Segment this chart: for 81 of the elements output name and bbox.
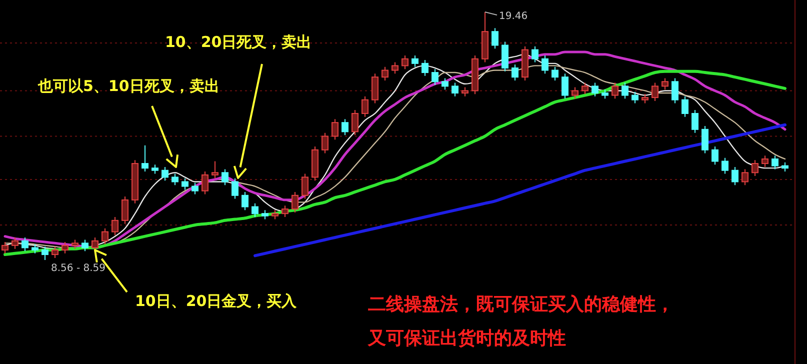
candlestick [152,164,158,174]
candlestick [632,91,638,104]
candlestick [72,239,78,250]
candlestick [82,239,88,252]
candlestick [232,178,238,200]
text: 二线操盘法，既可保证买入的稳健性， [368,294,674,315]
text: 10日、20日金叉，买入 [135,292,298,310]
candlestick [252,202,258,218]
candlestick [142,144,148,172]
candlestick [622,82,628,100]
candlestick [532,46,538,63]
candlestick [182,178,188,190]
candlestick [32,244,38,254]
candlestick [512,64,518,81]
candlestick [272,210,278,220]
candlestick [432,68,438,86]
candlestick [172,173,178,186]
candlestick [22,236,28,252]
candlestick [102,228,108,245]
candlestick [122,196,128,224]
text: 8.56 - 8.59 [51,263,106,274]
candlestick [542,54,548,74]
candlestick [202,170,208,195]
candlestick [92,236,98,252]
candlestick [392,62,398,74]
candlestick [282,205,288,218]
candlestick [612,82,618,100]
candlestick [162,166,168,182]
candlestick [662,78,668,90]
candlestick [642,94,648,104]
candlestick [52,246,58,258]
candlestick [402,54,408,70]
candlestick [772,155,778,170]
candlestick [562,73,568,100]
candlestick [582,82,588,95]
candlestick [342,118,348,136]
candlestick [652,82,658,102]
candlestick [412,54,418,68]
candlestick [592,82,598,97]
candlestick [112,216,118,236]
candlestick [332,118,338,140]
candlestick [2,242,8,254]
candlestick [212,160,218,179]
annotation: 也可以5、10日死叉，卖出 [37,77,220,95]
candlestick [62,242,68,254]
candlestick [672,78,678,104]
candlestick [742,168,748,186]
candlestick [502,41,508,72]
candlestick [12,236,18,250]
candlestick [602,89,608,100]
candlestick [442,78,448,90]
candlestick [752,160,758,177]
candlestick [492,28,498,50]
candlestick [692,110,698,134]
candlestick [382,66,388,81]
candlestick [712,146,718,166]
candlestick [192,182,198,195]
candlestick [262,210,268,220]
candlestick [682,96,688,118]
candlestick [732,166,738,186]
annotation: 10、20日死叉，卖出 [165,33,312,51]
candlestick [422,60,428,76]
candlestick [462,86,468,97]
candlestick [572,86,578,100]
candlestick [372,73,378,104]
candlestick [352,110,358,136]
candlestick [362,96,368,118]
candlestick [722,157,728,174]
annotation: 19.46 [499,11,528,22]
candlestick [322,132,328,154]
candlestick [762,155,768,168]
candlestick [302,173,308,200]
candlestick [702,125,708,154]
text: 又可保证出货时的及时性 [367,328,566,349]
candlestick [242,191,248,211]
candlestick [452,82,458,97]
candlestick [292,191,298,213]
candlestick [42,246,48,260]
candlestick [552,66,558,81]
candlestick [222,168,228,186]
candlestick [782,162,788,172]
